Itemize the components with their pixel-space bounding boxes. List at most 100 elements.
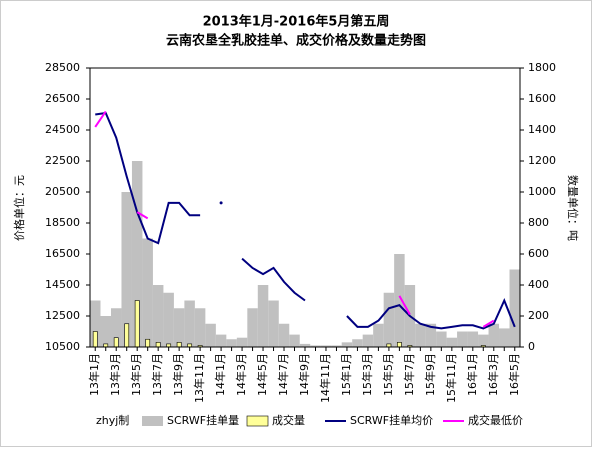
x-tick-label: 13年7月 <box>150 353 164 396</box>
bar <box>373 323 384 347</box>
y2-tick-label: 200 <box>528 309 549 322</box>
x-tick-label: 16年1月 <box>465 353 479 396</box>
x-tick-label: 14年1月 <box>213 353 227 396</box>
y-tick-label: 28500 <box>45 61 80 74</box>
bar <box>278 323 290 347</box>
bar <box>236 337 248 347</box>
legend-swatch <box>246 415 269 427</box>
x-tick-label: 13年11月 <box>192 353 206 403</box>
bar <box>499 328 510 347</box>
bar <box>341 342 353 347</box>
bar <box>488 323 500 347</box>
x-tick-label: 15年7月 <box>402 353 416 396</box>
bar <box>362 334 374 347</box>
x-tick-label: 13年1月 <box>87 353 101 396</box>
y-tick-label: 12500 <box>45 309 80 322</box>
bar <box>331 345 342 347</box>
x-tick-label: 16年3月 <box>486 353 500 396</box>
line <box>241 257 306 302</box>
bar <box>215 334 227 347</box>
bar <box>257 285 269 347</box>
y2-tick-label: 1800 <box>528 61 556 74</box>
x-tick-label: 13年9月 <box>171 353 185 396</box>
bar <box>509 269 520 347</box>
y-tick-label: 22500 <box>45 154 80 167</box>
bar <box>268 300 279 347</box>
line <box>398 295 411 315</box>
x-tick-label: 13年3月 <box>108 353 122 396</box>
y2-tick-label: 600 <box>528 247 549 260</box>
bar <box>155 342 161 348</box>
bar <box>176 342 182 348</box>
x-tick-label: 15年11月 <box>444 353 458 403</box>
bar <box>100 316 111 347</box>
legend-swatch <box>142 416 163 426</box>
y2-tick-label: 400 <box>528 278 549 291</box>
line <box>95 111 201 245</box>
legend-label: SCRWF挂单量 <box>167 413 239 427</box>
bar <box>226 339 237 347</box>
bar <box>299 343 311 347</box>
x-tick-label: 14年5月 <box>255 353 269 396</box>
y2-tick-label: 0 <box>528 340 535 353</box>
x-tick-label: 14年11月 <box>318 353 332 403</box>
bar <box>205 323 216 347</box>
y-axis-label: 价格单位：元 <box>12 175 26 241</box>
bar <box>320 345 332 347</box>
y-tick-label: 14500 <box>45 278 80 291</box>
y-tick-label: 10500 <box>45 340 80 353</box>
legend-label: 成交量 <box>272 413 305 427</box>
y2-tick-label: 1000 <box>528 185 556 198</box>
bar <box>134 300 140 348</box>
chart-subtitle: 云南农垦全乳胶挂单、成交价格及数量走势图 <box>166 33 426 49</box>
line <box>346 297 516 330</box>
bar <box>145 338 151 348</box>
chart-title: 2013年1月-2016年5月第五周 <box>203 14 390 30</box>
bar <box>131 161 143 347</box>
legend-label: SCRWF挂单均价 <box>350 413 433 427</box>
bar <box>173 308 185 347</box>
bar <box>436 331 447 347</box>
bar <box>289 334 300 347</box>
x-tick-label: 15年9月 <box>423 353 437 396</box>
bar <box>124 323 130 348</box>
bar <box>142 238 153 347</box>
bar <box>467 331 479 347</box>
bar <box>121 192 132 347</box>
line <box>136 211 149 220</box>
x-tick-label: 15年5月 <box>381 353 395 396</box>
bar <box>110 308 122 347</box>
legend-label: 成交最低价 <box>468 413 523 427</box>
y-tick-label: 18500 <box>45 216 80 229</box>
x-tick-label: 13年5月 <box>129 353 143 396</box>
bar <box>184 300 195 347</box>
bar <box>194 308 206 347</box>
x-tick-label: 15年1月 <box>339 353 353 396</box>
y2-tick-label: 1200 <box>528 154 556 167</box>
bar <box>457 331 468 347</box>
line <box>482 319 495 328</box>
x-tick-label: 16年5月 <box>507 353 521 396</box>
point <box>219 201 223 205</box>
y-tick-label: 26500 <box>45 92 80 105</box>
bar <box>152 285 164 347</box>
bar <box>446 337 458 347</box>
bar <box>310 345 321 347</box>
bar <box>394 254 405 347</box>
bar <box>478 334 489 347</box>
bar <box>425 323 437 347</box>
x-tick-label: 14年7月 <box>276 353 290 396</box>
x-tick-label: 14年9月 <box>297 353 311 396</box>
line <box>94 110 107 128</box>
bar <box>415 323 426 347</box>
y-tick-label: 20500 <box>45 185 80 198</box>
y2-tick-label: 800 <box>528 216 549 229</box>
y2-axis-label: 数量单位：吨 <box>566 175 580 241</box>
bar <box>247 308 258 347</box>
source-note: zhyj制 <box>96 414 129 427</box>
y-tick-label: 24500 <box>45 123 80 136</box>
bar <box>383 292 395 347</box>
y2-tick-label: 1400 <box>528 123 556 136</box>
